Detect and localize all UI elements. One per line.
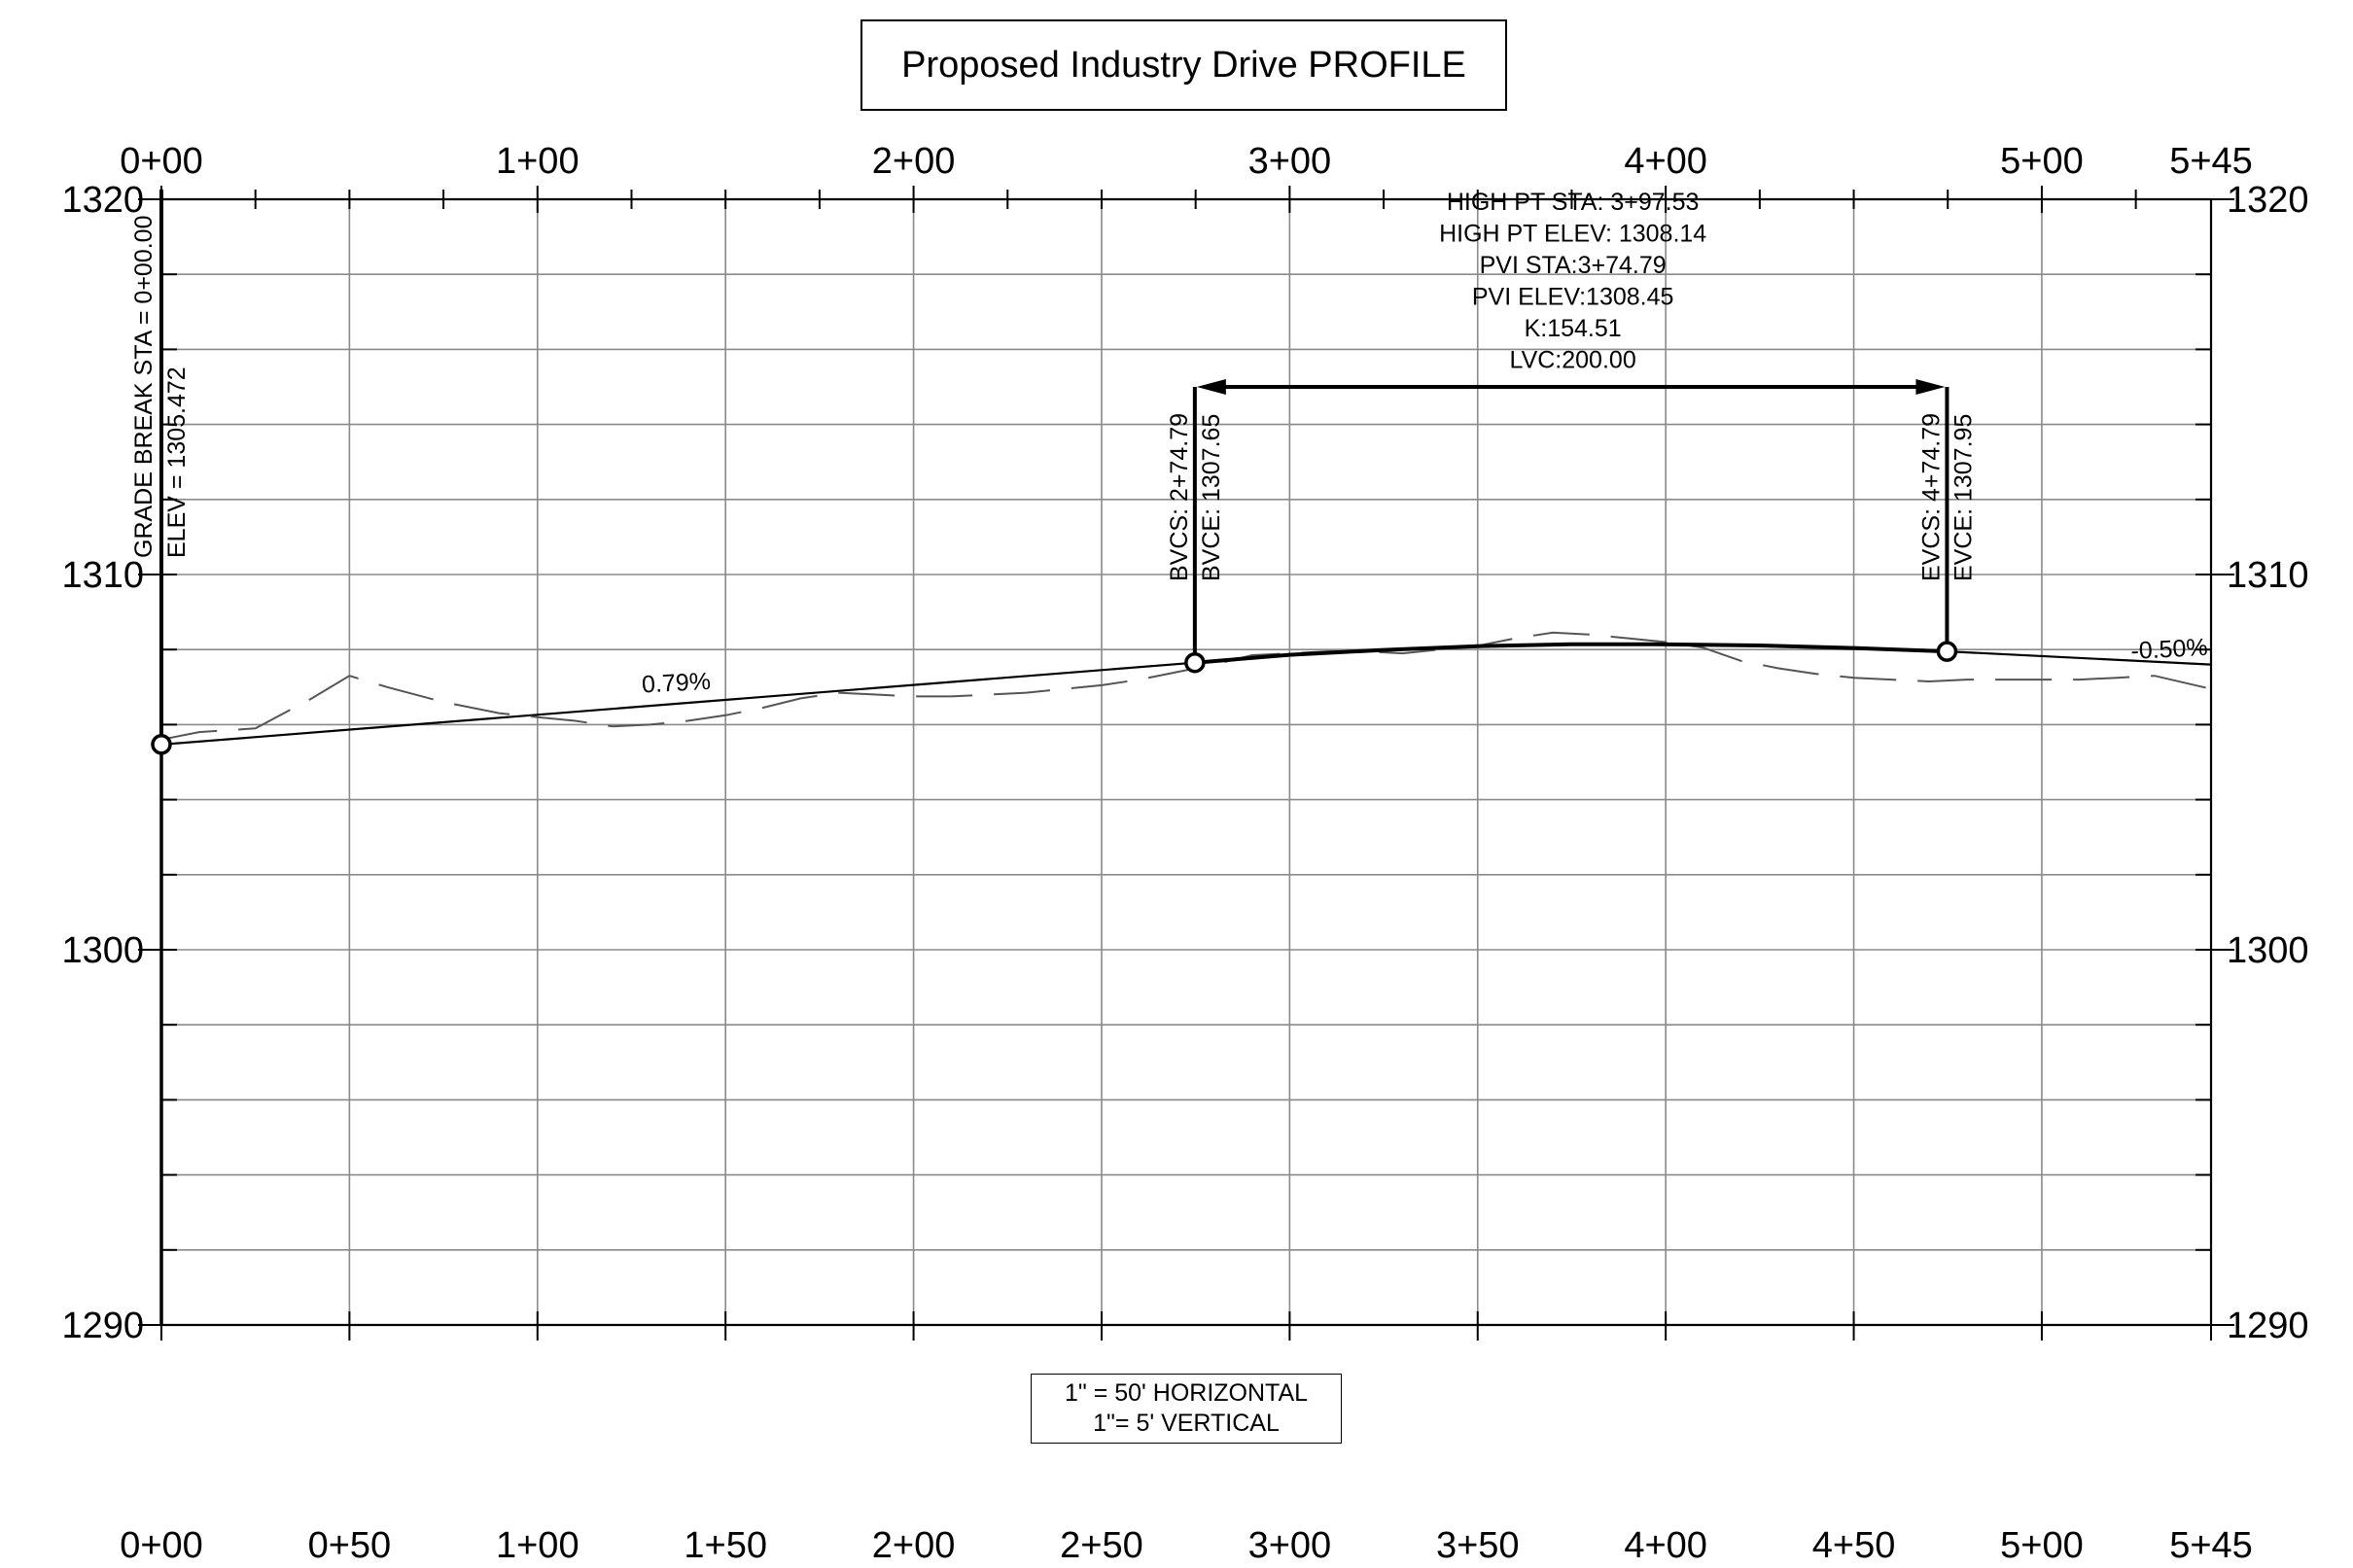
scale-vertical: 1"= 5' VERTICAL [1093, 1410, 1280, 1437]
grade-label: 0.79% [641, 668, 711, 699]
station-label-bottom: 5+45 [2169, 1525, 2253, 1566]
station-label-bottom: 2+00 [872, 1525, 956, 1566]
existing-ground-line [160, 631, 2212, 741]
station-label-top: 1+00 [496, 141, 579, 182]
grade-break-elevation-label: ELEV = 1305.472 [163, 366, 191, 558]
station-label-bottom: 1+00 [496, 1525, 579, 1566]
vertical-curve-info-line: HIGH PT ELEV: 1308.14 [1439, 221, 1706, 248]
arrow-left-icon [1196, 379, 1226, 395]
elevation-label-right: 1300 [2227, 930, 2309, 971]
elevation-label-left: 1290 [61, 1306, 144, 1346]
vertical-curve-info-line: PVI ELEV:1308.45 [1472, 284, 1674, 311]
elevation-label-left: 1300 [61, 930, 144, 971]
scale-note-box: 1" = 50' HORIZONTAL 1"= 5' VERTICAL [1031, 1374, 1342, 1444]
grid-layer [161, 199, 2211, 1325]
control-point-marker [1936, 641, 1958, 662]
vertical-curve-info-line: HIGH PT STA: 3+97.53 [1447, 189, 1700, 216]
station-label-top: 2+00 [872, 141, 956, 182]
vertical-curve-info-line: LVC:200.00 [1510, 347, 1636, 374]
station-label-bottom: 3+50 [1436, 1525, 1520, 1566]
evce-label: EVCE: 1307.95 [1949, 414, 1977, 581]
elevation-label-left: 1320 [61, 180, 144, 221]
axes-layer [138, 186, 2234, 1341]
elevation-label-right: 1290 [2227, 1306, 2309, 1346]
vertical-curve-info-line: PVI STA:3+74.79 [1480, 252, 1667, 279]
vertical-curve-info-line: K:154.51 [1525, 315, 1622, 342]
annotation-layer [159, 190, 1949, 735]
vertical-curve-line [1194, 642, 1948, 665]
bvce-label: BVCE: 1307.65 [1198, 414, 1225, 581]
elevation-label-right: 1320 [2227, 180, 2309, 221]
control-point-marker [151, 734, 172, 755]
series-layer [151, 631, 2212, 755]
elevation-label-left: 1310 [61, 555, 144, 596]
station-label-top: 4+00 [1624, 141, 1707, 182]
station-label-bottom: 0+00 [120, 1525, 203, 1566]
scale-horizontal: 1" = 50' HORIZONTAL [1064, 1379, 1309, 1407]
arrow-right-icon [1915, 379, 1946, 395]
station-label-bottom: 3+00 [1248, 1525, 1332, 1566]
control-point-marker [1184, 651, 1206, 674]
station-label-bottom: 4+00 [1624, 1525, 1707, 1566]
station-label-top: 5+00 [2000, 141, 2084, 182]
bvcs-label: BVCS: 2+74.79 [1166, 413, 1193, 581]
station-label-bottom: 1+50 [684, 1525, 767, 1566]
grade-break-station-label: GRADE BREAK STA = 0+00.00 [130, 216, 158, 559]
station-label-bottom: 5+00 [2000, 1525, 2084, 1566]
chart-title: Proposed Industry Drive PROFILE [860, 19, 1507, 111]
evcs-label: EVCS: 4+74.79 [1917, 413, 1945, 581]
station-label-bottom: 4+50 [1812, 1525, 1896, 1566]
station-label-bottom: 0+50 [308, 1525, 392, 1566]
station-label-bottom: 2+50 [1060, 1525, 1143, 1566]
station-label-top: 5+45 [2169, 141, 2253, 182]
station-label-top: 3+00 [1248, 141, 1332, 182]
elevation-label-right: 1310 [2227, 555, 2309, 596]
grade-label: -0.50% [2130, 634, 2209, 665]
station-label-top: 0+00 [120, 141, 203, 182]
label-layer: 0+00 1+00 2+00 3+00 4+00 5+00 5+45 0+00 0+50 1+00… [61, 141, 2308, 1566]
